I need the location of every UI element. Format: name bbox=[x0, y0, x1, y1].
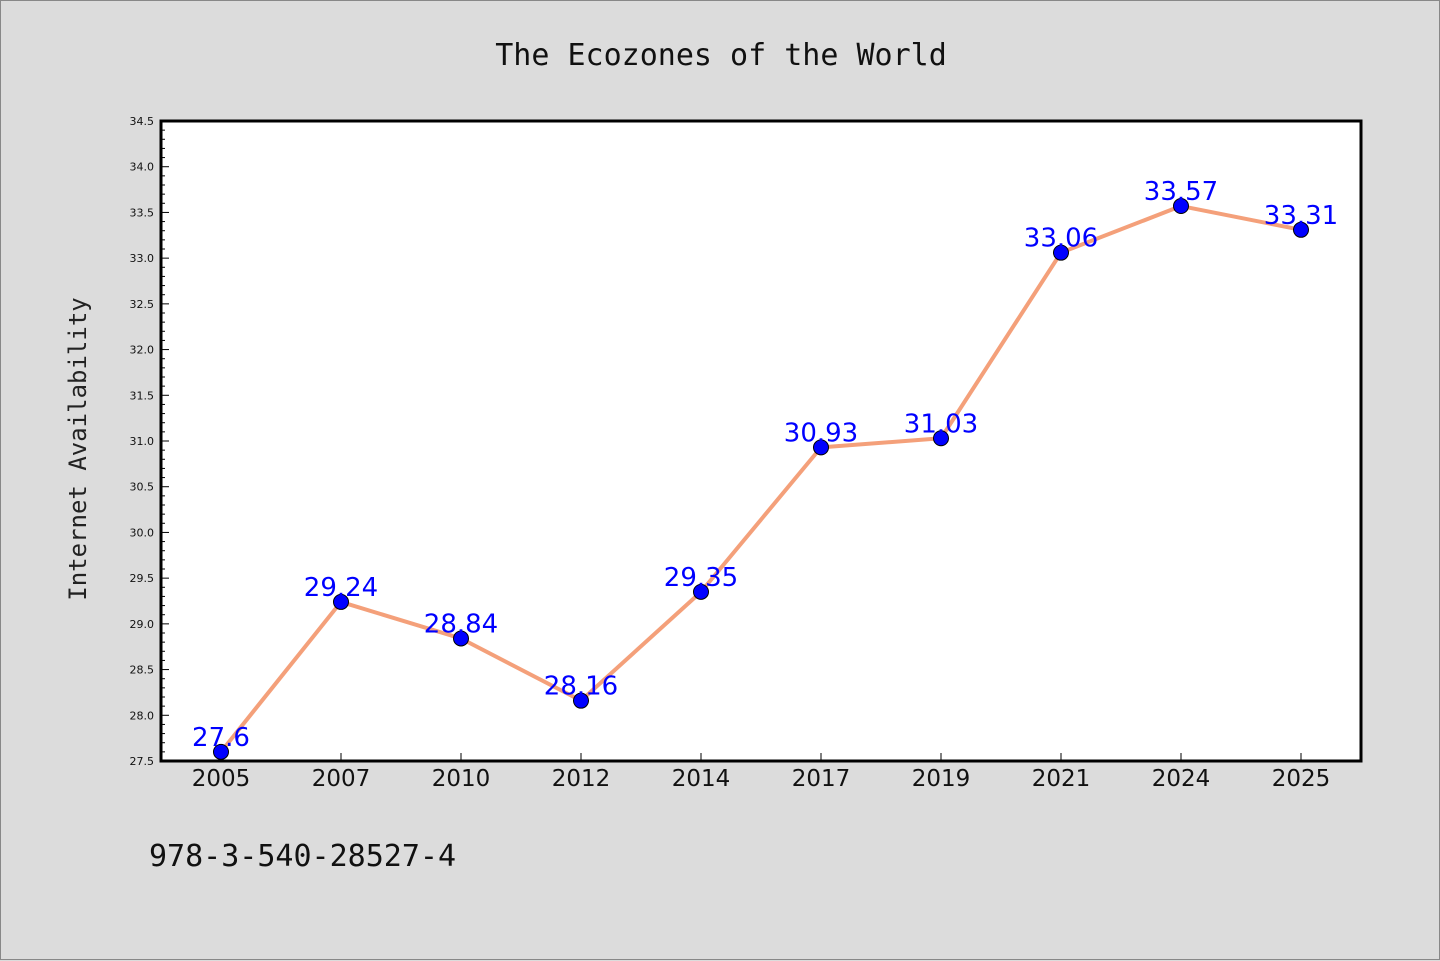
data-point bbox=[1053, 244, 1069, 261]
y-tick-label: 32.5 bbox=[130, 298, 155, 311]
data-point bbox=[1173, 198, 1189, 215]
x-tick-label: 2005 bbox=[192, 766, 251, 792]
x-tick-label: 2017 bbox=[792, 766, 851, 792]
y-tick-label: 31.0 bbox=[130, 435, 155, 448]
y-tick-label: 31.5 bbox=[130, 389, 155, 402]
y-tick-label: 28.0 bbox=[130, 709, 155, 722]
data-series bbox=[213, 198, 1309, 760]
data-label: 33.57 bbox=[1144, 177, 1218, 207]
y-tick-label: 29.5 bbox=[130, 572, 155, 585]
y-axis: 27.5 28.0 28.5 29.0 29.5 30.0 30.5 31.0 31.5 32.0… bbox=[130, 115, 169, 768]
x-tick-label: 2025 bbox=[1272, 766, 1331, 792]
data-label: 31.03 bbox=[904, 409, 978, 439]
plot-area bbox=[159, 119, 1363, 763]
y-tick-label: 32.0 bbox=[130, 344, 155, 357]
x-tick-label: 2007 bbox=[312, 766, 371, 792]
x-tick-label: 2024 bbox=[1152, 766, 1211, 792]
x-tick-label: 2010 bbox=[432, 766, 491, 792]
y-axis-label: Internet Availability bbox=[64, 297, 92, 600]
chart-title: The Ecozones of the World bbox=[495, 38, 947, 73]
data-point bbox=[453, 630, 469, 647]
y-tick-label: 30.0 bbox=[130, 526, 155, 539]
y-tick-label: 33.0 bbox=[130, 252, 155, 265]
y-tick-label: 34.0 bbox=[130, 161, 155, 174]
x-tick-label: 2019 bbox=[912, 766, 971, 792]
data-point bbox=[573, 692, 589, 709]
series-line bbox=[219, 204, 1302, 754]
footer-isbn: 978-3-540-28527-4 bbox=[149, 839, 456, 874]
data-label: 28.84 bbox=[424, 609, 498, 639]
y-tick-label: 28.5 bbox=[130, 664, 155, 677]
y-tick-label: 30.5 bbox=[130, 481, 155, 494]
x-axis: 2005 2007 2010 2012 2014 2017 2019 2021 2024 2025 bbox=[192, 753, 1331, 792]
data-label: 33.06 bbox=[1024, 224, 1098, 254]
y-tick-label: 33.5 bbox=[130, 206, 155, 219]
data-label: 33.31 bbox=[1264, 201, 1338, 231]
data-label: 28.16 bbox=[544, 672, 618, 702]
y-tick-label: 29.0 bbox=[130, 618, 155, 631]
data-label: 27.6 bbox=[192, 723, 250, 753]
data-label: 30.93 bbox=[784, 418, 858, 448]
y-tick-label: 34.5 bbox=[130, 115, 155, 128]
data-point bbox=[333, 593, 349, 610]
data-label: 29.24 bbox=[304, 573, 378, 603]
data-point bbox=[1293, 221, 1309, 238]
x-tick-label: 2021 bbox=[1032, 766, 1091, 792]
x-tick-label: 2014 bbox=[672, 766, 731, 792]
data-label: 29.35 bbox=[664, 563, 738, 593]
x-tick-label: 2012 bbox=[552, 766, 611, 792]
data-labels: 27.6 29.24 28.84 28.16 29.35 30.93 31.03 33.06 3… bbox=[192, 177, 1338, 753]
data-point bbox=[933, 430, 949, 447]
data-point bbox=[693, 583, 709, 600]
data-point bbox=[213, 743, 229, 760]
y-tick-label: 27.5 bbox=[130, 755, 155, 768]
data-point bbox=[813, 439, 829, 456]
